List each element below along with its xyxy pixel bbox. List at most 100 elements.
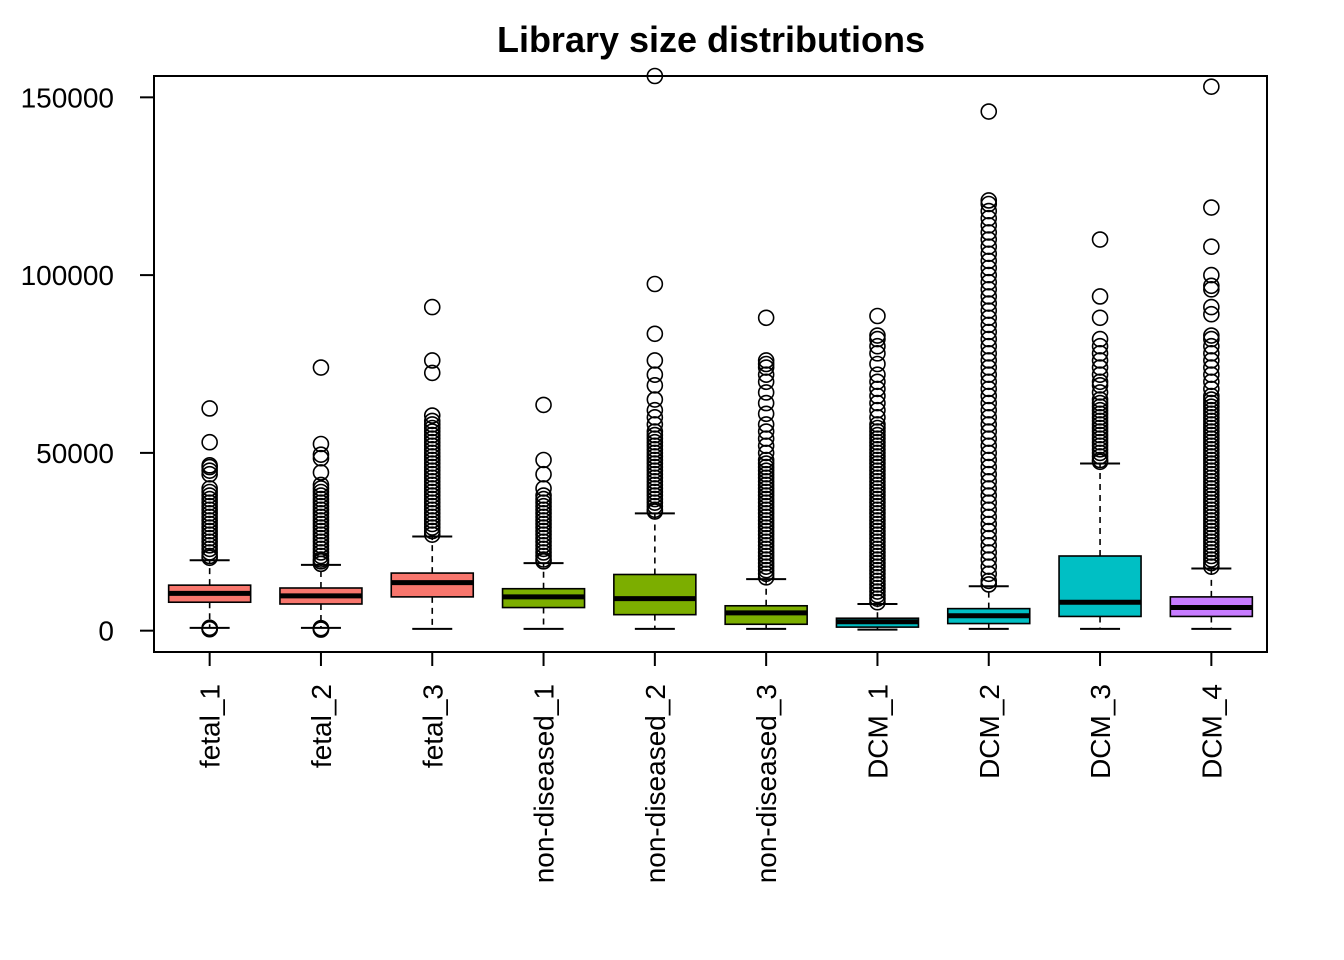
outlier-point: [423, 407, 441, 424]
x-tick-label: non-diseased_1: [529, 684, 560, 883]
outlier-point: [646, 409, 664, 426]
outlier-point: [646, 391, 664, 408]
outlier-point: [1203, 281, 1220, 298]
outlier-point: [869, 337, 886, 355]
outlier-point: [535, 497, 552, 515]
outlier-point: [423, 298, 441, 316]
outlier-point: [1203, 238, 1220, 255]
outlier-point: [646, 67, 664, 85]
outlier-point: [757, 359, 775, 376]
x-tick-label: non-diseased_2: [640, 684, 671, 883]
outlier-point: [980, 103, 998, 120]
outlier-point: [201, 487, 218, 504]
outlier-point: [423, 419, 441, 437]
outlier-point: [646, 377, 664, 394]
chart-title: Library size distributions: [497, 19, 925, 60]
outlier-point: [1203, 330, 1220, 348]
outlier-point: [1091, 309, 1109, 327]
outlier-point: [869, 307, 886, 325]
outlier-point: [312, 449, 330, 467]
outlier-point: [201, 619, 218, 637]
outlier-point: [312, 446, 330, 463]
box-non-diseased_3: [724, 309, 808, 630]
outlier-point: [1091, 384, 1109, 401]
outlier-point: [869, 419, 886, 437]
outlier-point: [869, 355, 886, 373]
outlier-point: [646, 366, 664, 383]
outlier-point: [980, 192, 998, 209]
outlier-point: [201, 462, 218, 479]
x-tick-label: DCM_2: [974, 684, 1005, 779]
x-tick-label: fetal_1: [195, 684, 226, 768]
box-fetal_1: [167, 400, 252, 638]
x-tick-label: DCM_4: [1196, 684, 1227, 779]
outlier-point: [423, 364, 441, 382]
outlier-point: [757, 309, 775, 327]
outlier-point: [646, 433, 664, 451]
outlier-point: [757, 394, 775, 412]
outlier-point: [1091, 337, 1109, 355]
outlier-point: [646, 426, 664, 444]
outlier-point: [1203, 398, 1220, 415]
x-tick-label: DCM_3: [1085, 684, 1116, 779]
outlier-point: [312, 359, 330, 376]
box-DCM_3: [1058, 231, 1142, 630]
outlier-point: [869, 373, 886, 391]
x-tick-label: fetal_2: [306, 684, 337, 768]
outlier-point: [646, 401, 664, 419]
outlier-point: [201, 483, 218, 501]
box-DCM_4: [1169, 78, 1254, 630]
outlier-point: [312, 619, 330, 637]
outlier-point: [757, 455, 775, 472]
outlier-point: [1203, 337, 1220, 355]
box-fetal_3: [390, 298, 475, 630]
outlier-point: [1091, 330, 1109, 348]
outlier-point: [423, 352, 441, 369]
box-DCM_2: [946, 103, 1031, 630]
outlier-point: [757, 355, 775, 373]
outlier-point: [1091, 394, 1109, 412]
outlier-point: [201, 490, 218, 508]
outlier-point: [312, 476, 330, 494]
y-tick-label: 150000: [21, 82, 114, 113]
box-iqr: [613, 573, 697, 616]
outlier-point: [757, 462, 775, 479]
outlier-point: [1203, 327, 1220, 344]
outlier-point: [535, 465, 552, 483]
outlier-point: [1091, 377, 1109, 394]
outlier-point: [869, 426, 886, 444]
outlier-point: [757, 416, 775, 433]
outlier-point: [1203, 298, 1220, 316]
outlier-point: [1203, 305, 1220, 323]
outlier-point: [423, 423, 441, 440]
outlier-point: [1203, 266, 1220, 284]
box-non-diseased_2: [613, 67, 697, 630]
outlier-point: [1203, 391, 1220, 408]
box-non-diseased_1: [501, 396, 586, 630]
x-axis: fetal_1 fetal_2 fetal_3 non-diseased_1 non-d…: [195, 651, 1227, 883]
y-tick-label: 50000: [36, 438, 114, 469]
outlier-point: [646, 275, 664, 293]
outlier-point: [869, 327, 886, 344]
outlier-point: [980, 576, 998, 593]
y-axis: 0 50000 100000 150000: [21, 82, 155, 647]
outlier-point: [757, 352, 775, 369]
box-DCM_1: [835, 307, 920, 631]
x-tick-label: non-diseased_3: [751, 684, 782, 883]
outlier-point: [869, 366, 886, 383]
x-tick-label: fetal_3: [417, 684, 448, 768]
outlier-point: [201, 457, 218, 474]
outlier-point: [312, 483, 330, 501]
outlier-point: [535, 396, 552, 414]
outlier-point: [1091, 288, 1109, 305]
outlier-point: [1203, 78, 1220, 95]
outlier-point: [535, 490, 552, 508]
x-tick-label: DCM_1: [862, 684, 893, 779]
outlier-point: [869, 330, 886, 348]
outlier-point: [1091, 401, 1109, 419]
outlier-point: [1091, 231, 1109, 248]
outlier-point: [1203, 277, 1220, 295]
box-iqr: [1058, 555, 1142, 618]
